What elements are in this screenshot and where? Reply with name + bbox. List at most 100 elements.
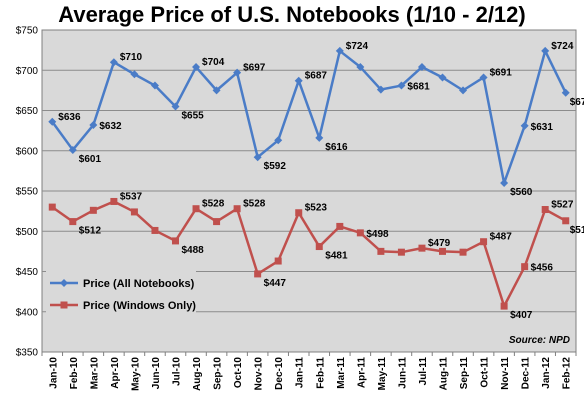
data-label: $487 [490,232,513,243]
x-tick-label: Dec-11 [521,357,532,390]
y-tick-label: $550 [16,187,39,198]
data-label: $724 [551,41,574,52]
x-tick-label: Aug-10 [192,357,203,391]
data-point [254,270,262,278]
x-tick-label: Feb-12 [562,357,573,390]
data-label: $601 [79,154,102,165]
data-label: $513 [570,225,584,236]
data-label: $456 [531,263,554,274]
y-tick-label: $700 [16,66,39,77]
data-labels: $636 $601 $632 $710 $655 $704 $697 $592 $687 $616… [58,41,584,321]
data-point [397,248,405,256]
data-label: $672 [570,97,584,108]
x-tick-label: Jul-11 [418,357,429,386]
data-point [520,121,529,130]
y-tick-label: $650 [16,106,39,117]
data-label: $691 [490,67,513,78]
y-tick-label: $400 [16,307,39,318]
x-tick-label: Jun-11 [397,357,408,389]
data-label: $681 [407,82,430,93]
data-point [315,243,323,251]
x-tick-label: Jan-11 [295,357,306,389]
data-point [438,73,447,82]
x-tick-label: May-10 [130,357,141,391]
data-point [274,136,283,145]
data-label: $560 [510,187,533,198]
data-label: $498 [366,229,389,240]
y-tick-label: $600 [16,146,39,157]
data-point [233,205,241,213]
data-point [48,117,57,126]
data-label: $592 [264,161,287,172]
data-point [356,63,365,72]
data-label: $655 [182,110,205,121]
data-point [192,63,201,72]
data-point [397,81,406,90]
data-point [172,237,179,245]
data-point [213,218,221,226]
data-point [89,120,98,129]
data-point [274,257,282,265]
data-point [480,238,488,246]
series-line-0 [51,49,567,185]
data-label: $687 [305,71,328,82]
data-point [109,58,118,67]
data-point [295,209,303,217]
data-point [68,145,77,154]
data-point [439,247,446,255]
data-label: $481 [325,251,348,262]
data-label: $528 [243,199,266,210]
data-point [561,88,570,97]
data-point [130,70,139,79]
data-label: $447 [264,278,287,289]
data-label: $523 [305,203,328,214]
data-label: $724 [346,41,369,52]
data-point [212,86,221,95]
y-tick-label: $450 [16,267,39,278]
x-tick-label: May-11 [377,357,388,391]
x-tick-label: Jan-12 [541,357,552,389]
data-point [500,302,508,310]
data-label: $537 [120,191,143,202]
data-point [521,263,529,271]
x-tick-label: Mar-11 [336,357,347,389]
data-point [110,197,118,205]
x-tick-label: Mar-10 [89,357,100,390]
data-point [376,85,385,94]
data-point [459,86,468,95]
data-label: $704 [202,57,225,68]
y-tick-label: $750 [16,26,39,37]
x-tick-label: Oct-10 [233,357,244,389]
data-point [541,46,550,55]
data-point [377,247,385,255]
data-label: $636 [58,112,81,123]
legend-marker-square-icon [60,301,68,309]
data-point [479,73,488,82]
legend-box [46,271,196,317]
data-label: $527 [551,200,574,211]
x-tick-label: Dec-10 [274,357,285,390]
x-tick-label: Nov-11 [500,357,511,390]
data-point [418,244,426,252]
data-label: $479 [428,238,451,249]
data-point [151,226,159,234]
data-point [459,248,467,256]
legend-marker-diamond-icon [60,279,68,287]
x-tick-label: Jun-10 [151,357,162,390]
y-tick-label: $500 [16,227,39,238]
data-label: $616 [325,142,348,153]
data-label: $488 [182,245,205,256]
data-point [69,218,77,226]
data-label: $631 [531,122,554,133]
data-point [335,46,344,55]
x-tick-label: Feb-11 [315,357,326,389]
data-point [500,178,509,187]
data-point [130,208,138,216]
data-point [150,81,159,90]
data-label: $697 [243,63,266,74]
x-tick-label: Feb-10 [69,357,80,390]
x-tick-label: Apr-11 [356,357,367,389]
legend-label-windows: Price (Windows Only) [83,300,196,312]
x-tick-label: Jul-10 [172,357,183,386]
